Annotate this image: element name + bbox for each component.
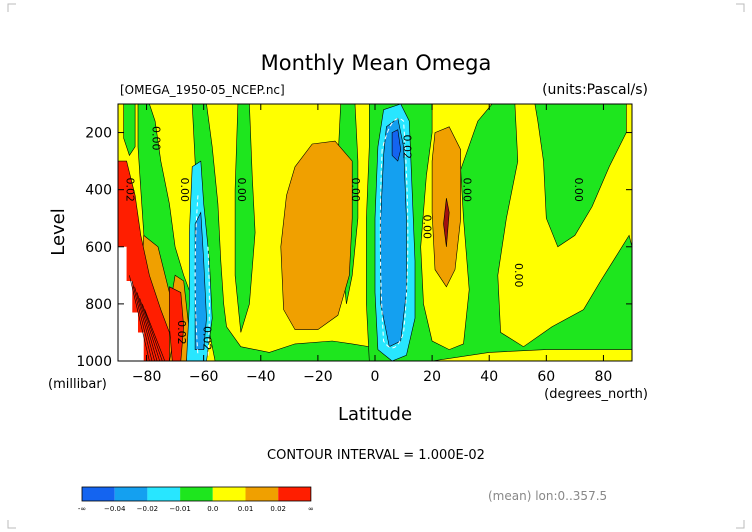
x-tick-label: 60 xyxy=(537,369,555,385)
region-blue xyxy=(391,129,402,162)
legend-swatch xyxy=(180,487,213,501)
units-label: (units:Pascal/s) xyxy=(542,82,648,98)
legend-bound-label: −0.04 xyxy=(104,505,126,513)
contour-line xyxy=(131,280,153,361)
x-axis-units: (degrees_north) xyxy=(544,387,648,402)
contour-line xyxy=(194,195,210,359)
contour-line xyxy=(379,118,409,349)
contour-label: 0.02 xyxy=(401,135,414,160)
legend-bound-label: 0.01 xyxy=(238,505,254,513)
contour-label: 0.00 xyxy=(149,126,162,151)
contour-line xyxy=(129,275,150,361)
y-tick-label: 1000 xyxy=(76,354,112,370)
legend-swatch xyxy=(212,487,246,501)
x-tick-label: 40 xyxy=(480,369,498,385)
contour-label: 0.00 xyxy=(235,177,248,202)
contour-label: 0.00 xyxy=(178,177,191,202)
contour-interval-text: CONTOUR INTERVAL = 1.000E-02 xyxy=(267,448,485,463)
contour-line xyxy=(144,309,166,361)
legend-bound-label: −0.02 xyxy=(137,505,158,513)
region-orange xyxy=(280,140,353,330)
file-label: [OMEGA_1950-05_NCEP.nc] xyxy=(120,83,285,97)
page-corner-marks xyxy=(7,3,745,529)
contour-label: 0.02 xyxy=(124,177,137,202)
region-mid-blue xyxy=(194,211,207,350)
legend-swatch xyxy=(82,487,115,501)
x-axis-ticks: −80 −60 −40 −20 0 20 40 60 80 xyxy=(132,104,612,385)
contour-label: 0.00 xyxy=(461,177,474,202)
region-green xyxy=(534,104,627,248)
x-tick-label: −60 xyxy=(189,369,219,385)
x-tick-label: 0 xyxy=(371,369,380,385)
plot-area xyxy=(117,103,633,362)
x-tick-label: −80 xyxy=(132,369,162,385)
legend-bound-label: 0.0 xyxy=(207,505,218,513)
contour-label: 0.00 xyxy=(512,263,525,288)
chart-title: Monthly Mean Omega xyxy=(261,51,492,75)
contour-line xyxy=(142,303,163,361)
region-mid-blue xyxy=(380,117,407,348)
y-tick-label: 800 xyxy=(85,297,112,313)
region-green xyxy=(366,104,632,361)
contour-label: 0.00 xyxy=(349,177,362,202)
region-dark-red xyxy=(443,198,450,247)
y-axis-label: Level xyxy=(48,208,69,256)
y-axis-units: (millibar) xyxy=(48,377,107,392)
y-tick-label: 200 xyxy=(85,126,112,142)
x-tick-label: −20 xyxy=(303,369,333,385)
color-legend: -∞ −0.04 −0.02 −0.01 0.0 0.01 0.02 ∞ xyxy=(78,486,314,513)
legend-bound-label: ∞ xyxy=(308,505,314,513)
legend-bound-label: −0.01 xyxy=(169,505,190,513)
contour-label: 0.00 xyxy=(572,177,585,202)
contour-line xyxy=(134,286,155,361)
legend-swatch xyxy=(114,487,148,501)
contour-label: 0.02 xyxy=(175,320,188,345)
contour-line xyxy=(139,298,160,361)
y-axis-ticks: 200 400 600 800 1000 xyxy=(76,126,632,370)
contour-line xyxy=(136,292,158,361)
region-no-data xyxy=(118,246,144,361)
legend-swatch xyxy=(278,487,311,501)
contour-label: 0.00 xyxy=(421,215,434,240)
y-tick-label: 400 xyxy=(85,183,112,199)
contour-field xyxy=(118,104,632,361)
contour-label: 0.02 xyxy=(201,326,214,351)
legend-bound-label: 0.02 xyxy=(270,505,286,513)
legend-bound-label: -∞ xyxy=(78,505,86,513)
footer-text: (mean) lon:0..357.5 xyxy=(488,489,607,503)
region-red xyxy=(169,286,185,361)
y-tick-label: 600 xyxy=(85,240,112,256)
x-axis-label: Latitude xyxy=(338,404,412,425)
contour-labels: 0.00 0.00 0.00 0.00 0.02 0.00 0.00 0.00 0.00 0.02… xyxy=(124,126,585,350)
legend-swatch xyxy=(245,487,279,501)
legend-frame xyxy=(81,486,312,502)
x-tick-label: 20 xyxy=(423,369,441,385)
x-tick-label: 80 xyxy=(594,369,612,385)
legend-swatch xyxy=(147,487,181,501)
region-green xyxy=(234,104,256,333)
x-tick-label: −40 xyxy=(246,369,276,385)
